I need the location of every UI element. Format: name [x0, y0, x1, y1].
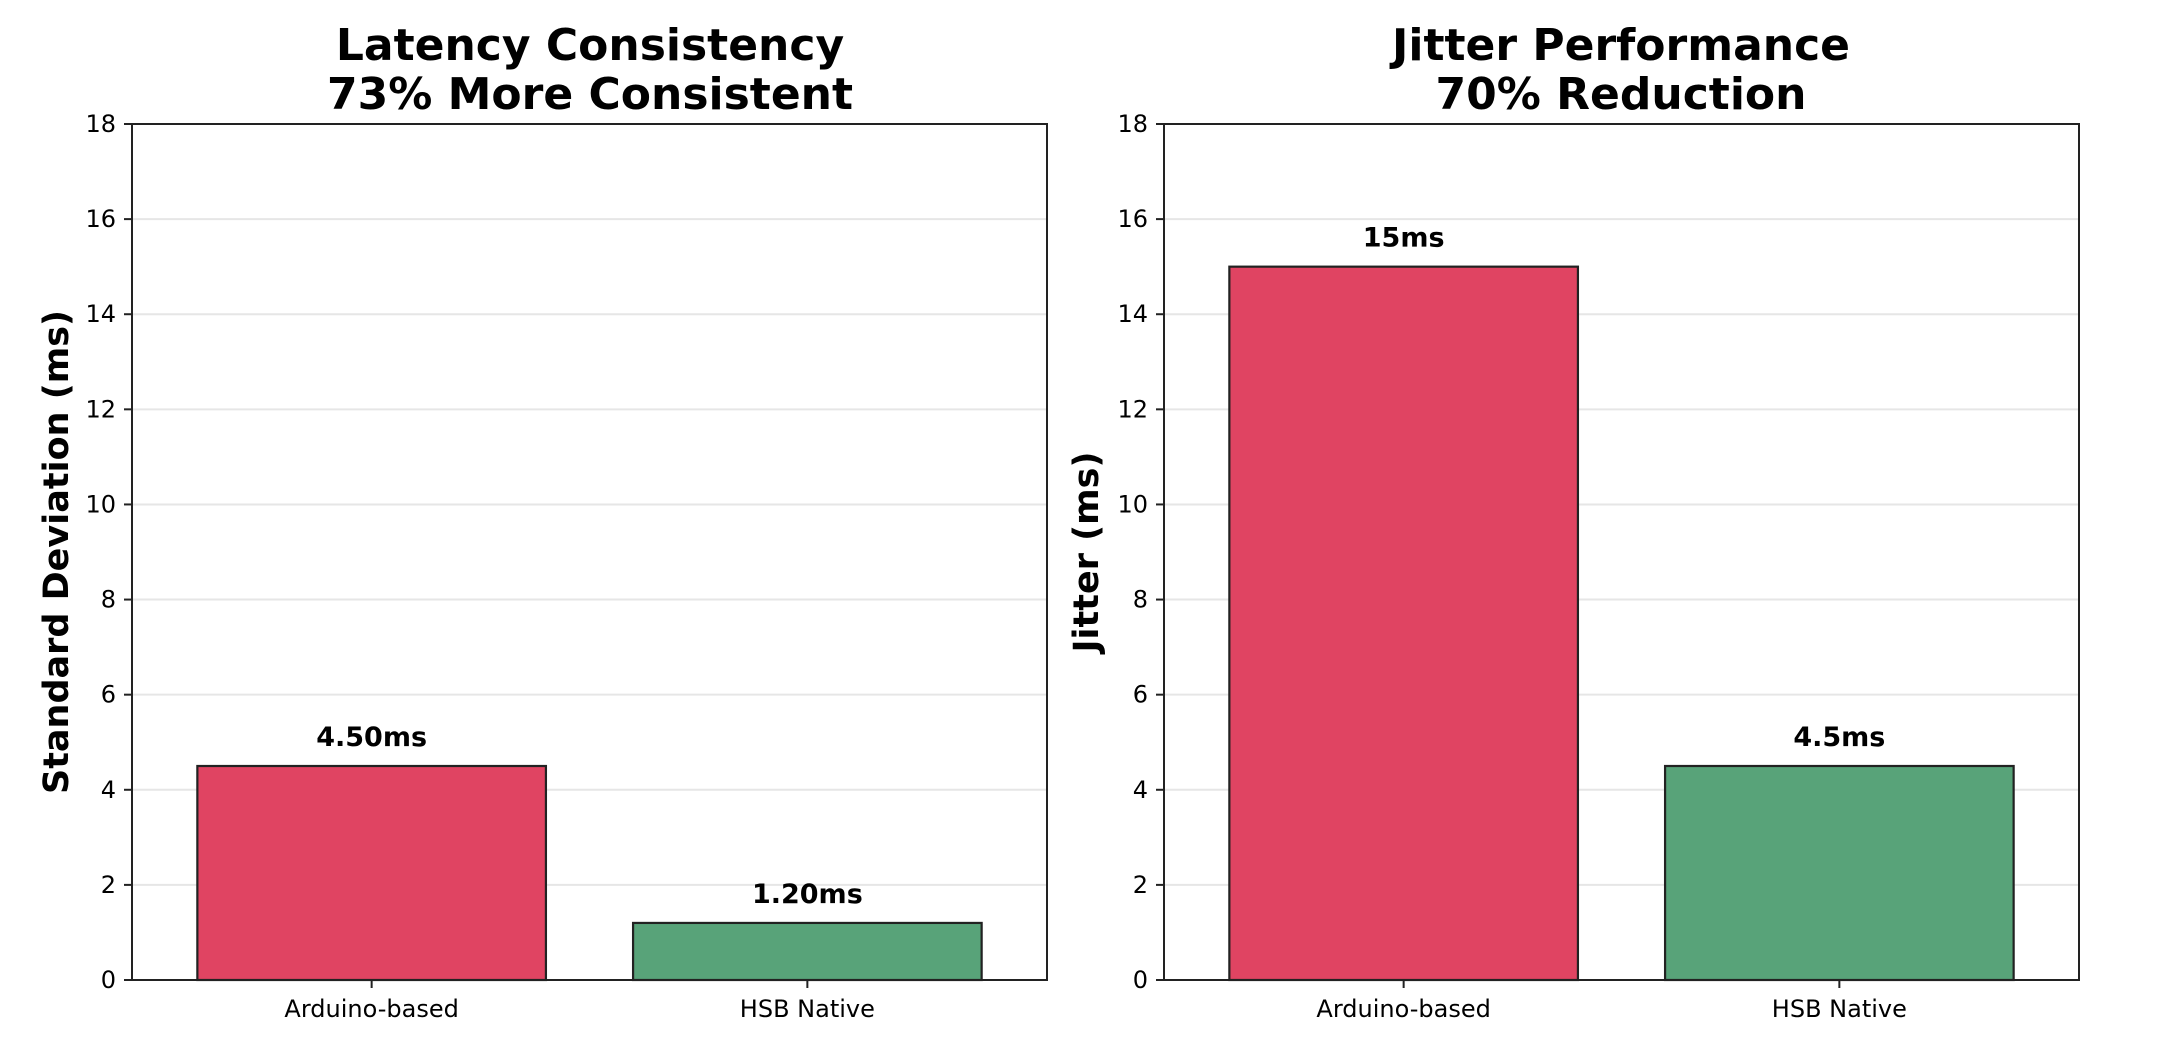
- data-label: 4.50ms: [316, 722, 427, 753]
- y-tick-label: 16: [1117, 205, 1148, 233]
- y-tick-label: 18: [85, 110, 116, 138]
- x-tick-label: HSB Native: [740, 995, 875, 1023]
- y-tick-label: 0: [101, 966, 116, 994]
- data-label: 4.5ms: [1793, 722, 1885, 753]
- x-tick-label: HSB Native: [1772, 995, 1907, 1023]
- plot-frame: [131, 123, 1048, 981]
- y-axis-label: Standard Deviation (ms): [37, 310, 77, 794]
- y-tick-label: 4: [101, 776, 116, 804]
- bar-arduino-based: [196, 764, 548, 982]
- y-tick-label: 6: [101, 681, 116, 709]
- y-tick-label: 6: [1133, 681, 1148, 709]
- chart-latency-consistency: 4.50ms Arduino-based 1.20ms HSB Native 0 2 4 6 8…: [37, 20, 1048, 1023]
- y-tick-label: 10: [85, 490, 116, 518]
- y-tick-label: 8: [1133, 586, 1148, 614]
- chart-jitter-performance: 15ms Arduino-based 4.5ms HSB Native 0 2 4 6 8 10 1…: [1067, 20, 2080, 1023]
- y-tick-label: 0: [1133, 966, 1148, 994]
- data-label: 15ms: [1363, 223, 1445, 254]
- y-tick-label: 16: [85, 205, 116, 233]
- y-tick-label: 14: [1117, 300, 1148, 328]
- y-tick-label: 18: [1117, 110, 1148, 138]
- y-tick-label: 8: [101, 586, 116, 614]
- chart-title-line-1: Latency Consistency: [336, 20, 844, 71]
- data-label: 1.20ms: [752, 879, 863, 910]
- y-tick-label: 2: [101, 871, 116, 899]
- chart-title-line-2: 70% Reduction: [1436, 69, 1807, 120]
- x-tick-label: Arduino-based: [1316, 995, 1490, 1023]
- y-tick-label: 12: [1117, 395, 1148, 423]
- y-axis-label: Jitter (ms): [1067, 452, 1107, 655]
- y-tick-label: 2: [1133, 871, 1148, 899]
- y-tick-label: 14: [85, 300, 116, 328]
- y-tick-label: 4: [1133, 776, 1148, 804]
- plot-frame: [1163, 123, 2080, 981]
- bar-hsb-native: [1663, 764, 2015, 982]
- y-tick-label: 12: [85, 395, 116, 423]
- bar-hsb-native: [631, 921, 983, 982]
- x-tick-label: Arduino-based: [284, 995, 458, 1023]
- bar-arduino-based: [1228, 265, 1580, 982]
- chart-title-line-2: 73% More Consistent: [327, 69, 853, 120]
- y-tick-label: 10: [1117, 490, 1148, 518]
- chart-title-line-1: Jitter Performance: [1389, 20, 1850, 71]
